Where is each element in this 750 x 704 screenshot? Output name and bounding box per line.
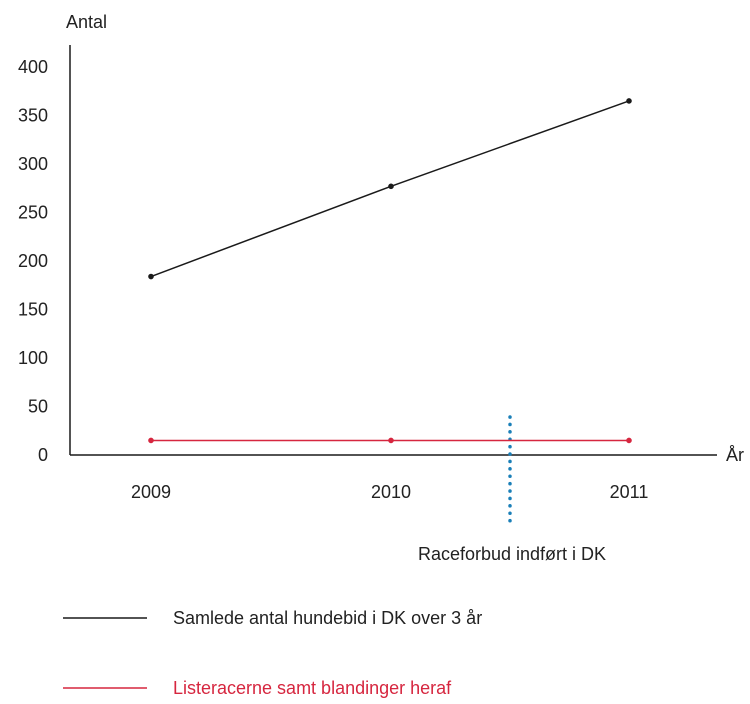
y-tick-label: 100 [18,348,48,368]
y-tick-label: 350 [18,106,48,126]
x-tick-label: 2010 [371,482,411,502]
data-point [148,437,154,444]
y-tick-label: 250 [18,203,48,223]
annotation: Raceforbud indført i DK [418,415,606,564]
y-axis-label: Antal [66,12,107,32]
x-tick-labels: 2009 2010 2011 [131,482,648,502]
y-tick-label: 400 [18,57,48,77]
y-tick-label: 0 [38,445,48,465]
x-axis-label: År [726,445,744,465]
y-tick-label: 150 [18,300,48,320]
y-tick-labels: 0 50 100 150 200 250 300 350 400 [18,57,48,465]
y-tick-label: 200 [18,251,48,271]
legend-entry-total: Samlede antal hundebid i DK over 3 år [173,608,482,628]
annotation-label: Raceforbud indført i DK [418,544,606,564]
data-point [148,273,154,280]
data-point [388,437,394,444]
data-point [626,98,632,104]
x-tick-label: 2009 [131,482,171,502]
x-tick-label: 2011 [610,482,649,502]
legend: Samlede antal hundebid i DK over 3 år Li… [63,608,482,698]
y-tick-label: 50 [28,397,48,417]
legend-entry-listed-breeds: Listeracerne samt blandinger heraf [173,678,452,698]
y-tick-label: 300 [18,154,48,174]
data-series [148,98,632,444]
data-point [626,437,632,444]
data-point [388,183,394,190]
